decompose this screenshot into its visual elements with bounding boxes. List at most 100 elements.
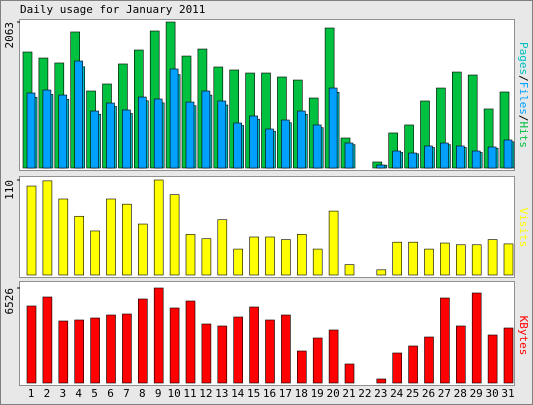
bar <box>281 239 291 276</box>
bar <box>233 316 243 384</box>
bar <box>296 234 307 276</box>
bar <box>471 150 481 169</box>
bar <box>408 345 418 384</box>
bar <box>328 329 339 384</box>
bar <box>201 238 212 276</box>
y-tick-label: 110 <box>3 180 16 200</box>
x-tick-label: 20 <box>326 387 339 400</box>
legend-entry: Hits <box>517 122 530 149</box>
x-tick-label: 26 <box>422 387 435 400</box>
bar <box>455 325 466 384</box>
bar <box>312 124 322 169</box>
bar <box>42 296 53 384</box>
bar <box>26 92 36 169</box>
x-tick-label: 4 <box>75 387 82 400</box>
x-tick-label: 5 <box>91 387 98 400</box>
legend-entry: Visits <box>517 208 530 248</box>
bar <box>249 306 259 384</box>
x-tick-label: 8 <box>139 387 146 400</box>
bar <box>376 164 386 169</box>
x-tick-label: 28 <box>454 387 467 400</box>
bar <box>58 320 69 384</box>
bar <box>265 128 274 169</box>
bar <box>185 300 196 384</box>
bar <box>455 145 465 169</box>
bar <box>217 100 227 169</box>
legend: KBytes <box>517 316 530 356</box>
y-tick-label: 2063 <box>3 22 16 49</box>
bar <box>408 152 417 169</box>
bar <box>281 314 291 384</box>
bar <box>376 269 387 276</box>
bar <box>281 119 290 169</box>
x-tick-label: 6 <box>107 387 114 400</box>
bar <box>424 248 434 276</box>
x-tick-label: 17 <box>279 387 292 400</box>
bar <box>233 122 242 169</box>
bar <box>153 287 164 384</box>
bar <box>185 101 195 169</box>
x-tick-label: 1 <box>28 387 35 400</box>
bar <box>344 142 354 169</box>
bar <box>106 102 115 169</box>
bar <box>392 241 403 276</box>
bar <box>122 203 132 276</box>
x-tick-label: 31 <box>501 387 514 400</box>
x-tick-label: 24 <box>390 387 404 400</box>
bar <box>392 150 402 169</box>
bar <box>74 319 84 384</box>
x-tick-label: 7 <box>123 387 130 400</box>
chart-title: Daily usage for January 2011 <box>20 3 205 16</box>
x-tick-label: 22 <box>358 387 371 400</box>
x-tick-label: 12 <box>199 387 212 400</box>
bar <box>90 317 100 384</box>
x-tick-label: 19 <box>311 387 324 400</box>
bar <box>201 90 211 169</box>
bar <box>106 314 116 384</box>
bar <box>296 110 306 169</box>
bar <box>90 110 99 169</box>
bar <box>122 109 131 169</box>
legend: Pages/Files/Hits <box>517 42 530 148</box>
bar <box>376 378 387 384</box>
bar <box>471 244 482 276</box>
bar <box>217 219 228 276</box>
legend-entry: Pages <box>517 42 530 75</box>
bar <box>74 215 84 276</box>
bar <box>42 180 53 276</box>
bar <box>440 142 449 169</box>
x-tick-label: 14 <box>231 387 245 400</box>
x-tick-label: 3 <box>59 387 66 400</box>
x-tick-label: 2 <box>44 387 51 400</box>
bar <box>487 146 497 169</box>
bar <box>328 210 339 276</box>
bar <box>503 327 514 384</box>
bar <box>424 336 434 384</box>
bar <box>169 68 179 169</box>
bar <box>408 241 418 276</box>
bar <box>169 194 180 276</box>
x-tick-label: 29 <box>470 387 483 400</box>
x-tick-label: 15 <box>247 387 260 400</box>
x-tick-label: 11 <box>183 387 196 400</box>
x-tick-label: 23 <box>374 387 387 400</box>
bar <box>312 248 323 276</box>
bar <box>344 264 355 276</box>
x-tick-label: 27 <box>438 387 451 400</box>
bar <box>26 305 37 384</box>
bar <box>487 239 498 276</box>
x-tick-label: 21 <box>342 387 355 400</box>
y-tick-label: 6526 <box>3 288 16 315</box>
bar <box>440 242 450 276</box>
x-tick-label: 16 <box>263 387 276 400</box>
legend-entry: KBytes <box>517 316 530 356</box>
bar <box>392 352 403 384</box>
bar <box>471 292 482 384</box>
x-tick-label: 30 <box>485 387 498 400</box>
bar <box>169 307 180 384</box>
bar <box>233 248 243 276</box>
bar <box>106 198 116 276</box>
bar <box>440 297 450 384</box>
bar <box>296 350 307 384</box>
